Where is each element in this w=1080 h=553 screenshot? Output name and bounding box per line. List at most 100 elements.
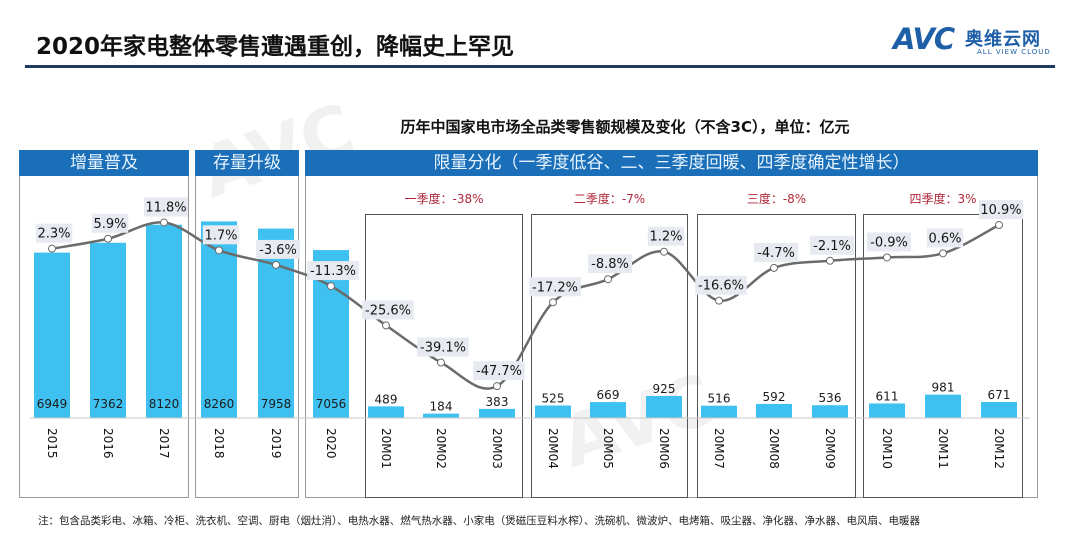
growth-label-bg (144, 197, 188, 217)
growth-label: -3.6% (259, 243, 297, 258)
bar (34, 252, 70, 418)
growth-label: 2.3% (37, 227, 70, 242)
x-tick-label: 2018 (212, 428, 226, 459)
x-tick-label: 2017 (157, 428, 171, 459)
growth-label: 0.6% (928, 231, 961, 246)
growth-label-bg (307, 261, 359, 281)
footnote: 注：包含品类彩电、冰箱、冷柜、洗衣机、空调、厨电（烟灶消）、电热水器、燃气热水器… (38, 515, 920, 527)
growth-label: -16.6% (698, 279, 744, 294)
growth-label-bg (91, 213, 129, 233)
growth-point (826, 256, 834, 265)
growth-point (493, 382, 501, 391)
growth-point (883, 253, 891, 262)
bar (756, 403, 792, 418)
growth-label: 5.9% (93, 217, 126, 232)
bar (646, 395, 682, 418)
growth-label: 1.2% (649, 230, 682, 245)
growth-label: 1.7% (204, 228, 237, 243)
quarter-box-q2 (531, 214, 688, 498)
x-tick-label: 2016 (101, 428, 115, 459)
bar (981, 402, 1017, 418)
bar-value-label: 383 (486, 395, 509, 409)
bar-value-label: 611 (876, 389, 899, 403)
x-tick-label: 20M05 (601, 428, 615, 469)
bar (701, 405, 737, 418)
growth-label-bg (867, 232, 911, 252)
bar (479, 408, 515, 418)
growth-label: -4.7% (757, 246, 795, 261)
growth-label-bg (417, 337, 469, 357)
x-tick-label: 2015 (45, 428, 59, 459)
bar-value-label: 8120 (149, 397, 180, 411)
bar-value-label: 6949 (37, 397, 68, 411)
x-tick-label: 20M07 (712, 428, 726, 469)
growth-label-bg (979, 200, 1023, 220)
bar-value-label: 516 (708, 392, 731, 406)
growth-point (939, 249, 947, 258)
growth-point (604, 275, 612, 284)
bar (869, 403, 905, 418)
bar (812, 405, 848, 418)
growth-label: -0.9% (870, 235, 908, 250)
growth-label: -39.1% (420, 341, 466, 356)
bar-value-label: 671 (988, 388, 1011, 402)
quarter-label-q2: 二季度：-7% (573, 192, 646, 206)
bar-value-label: 8260 (204, 397, 235, 411)
bar (90, 242, 126, 418)
quarter-label-q4: 四季度：3% (909, 192, 977, 206)
growth-points (48, 218, 1003, 391)
x-tick-label: 20M01 (379, 428, 393, 469)
quarter-box-q4 (863, 214, 1023, 498)
bar-value-label: 7958 (261, 397, 292, 411)
growth-label: 11.8% (145, 201, 186, 216)
quarter-box-q1 (365, 214, 523, 498)
growth-labels: 2.3% 5.9% 11.8% 1.7% -3.6% -11.3% -25.6% -39.1%… (35, 197, 1023, 381)
growth-line (51, 221, 1000, 390)
bar-value-label: 489 (375, 392, 398, 406)
growth-label-bg (202, 225, 240, 245)
growth-label-bg (647, 226, 685, 246)
growth-point (715, 296, 723, 305)
growth-point (104, 234, 112, 243)
growth-label: -17.2% (532, 280, 578, 295)
bar (423, 413, 459, 418)
x-tick-label: 20M10 (880, 428, 894, 469)
logo: AVC 奥维云网 ALL VIEW CLOUD (893, 22, 1063, 62)
x-tick-label: 20M11 (936, 428, 950, 469)
growth-label-bg (362, 300, 414, 320)
growth-label: 10.9% (980, 203, 1021, 218)
quarter-box-q3 (697, 214, 856, 498)
bar-value-label: 7056 (316, 397, 347, 411)
bar-value-label: 536 (819, 391, 842, 405)
growth-point (48, 244, 56, 253)
growth-label: -25.6% (365, 303, 411, 318)
growth-label-bg (695, 275, 747, 295)
growth-point (995, 221, 1003, 230)
growth-label-bg (926, 228, 964, 248)
x-tick-label: 20M08 (767, 428, 781, 469)
quarter-label-q1: 一季度：-38% (404, 192, 484, 206)
growth-label-bg (754, 242, 798, 262)
bar-value-label: 669 (597, 388, 620, 402)
growth-point (327, 282, 335, 291)
bar (258, 228, 294, 418)
bar (925, 394, 961, 418)
bar-value-label: 184 (430, 400, 453, 414)
growth-label: -8.8% (591, 257, 629, 272)
growth-label-bg (473, 361, 525, 381)
growth-label: -47.7% (476, 364, 522, 379)
group-header-3: 限量分化（一季度低谷、二、三季度回暖、四季度确定性增长） (305, 150, 1038, 176)
x-tick-label: 20M02 (434, 428, 448, 469)
x-tick-label: 2020 (324, 428, 338, 459)
growth-point (437, 358, 445, 367)
bar (368, 406, 404, 418)
title-underline (25, 65, 1055, 68)
growth-label: -2.1% (813, 239, 851, 254)
growth-point (160, 218, 168, 227)
growth-label-bg (529, 277, 581, 297)
bar-value-label: 925 (653, 382, 676, 396)
x-tick-label: 20M03 (490, 428, 504, 469)
growth-point (382, 321, 390, 330)
bar-value-label: 592 (763, 390, 786, 404)
chart-title: 历年中国家电市场全品类零售额规模及变化（不含3C），单位：亿元 (400, 118, 850, 136)
